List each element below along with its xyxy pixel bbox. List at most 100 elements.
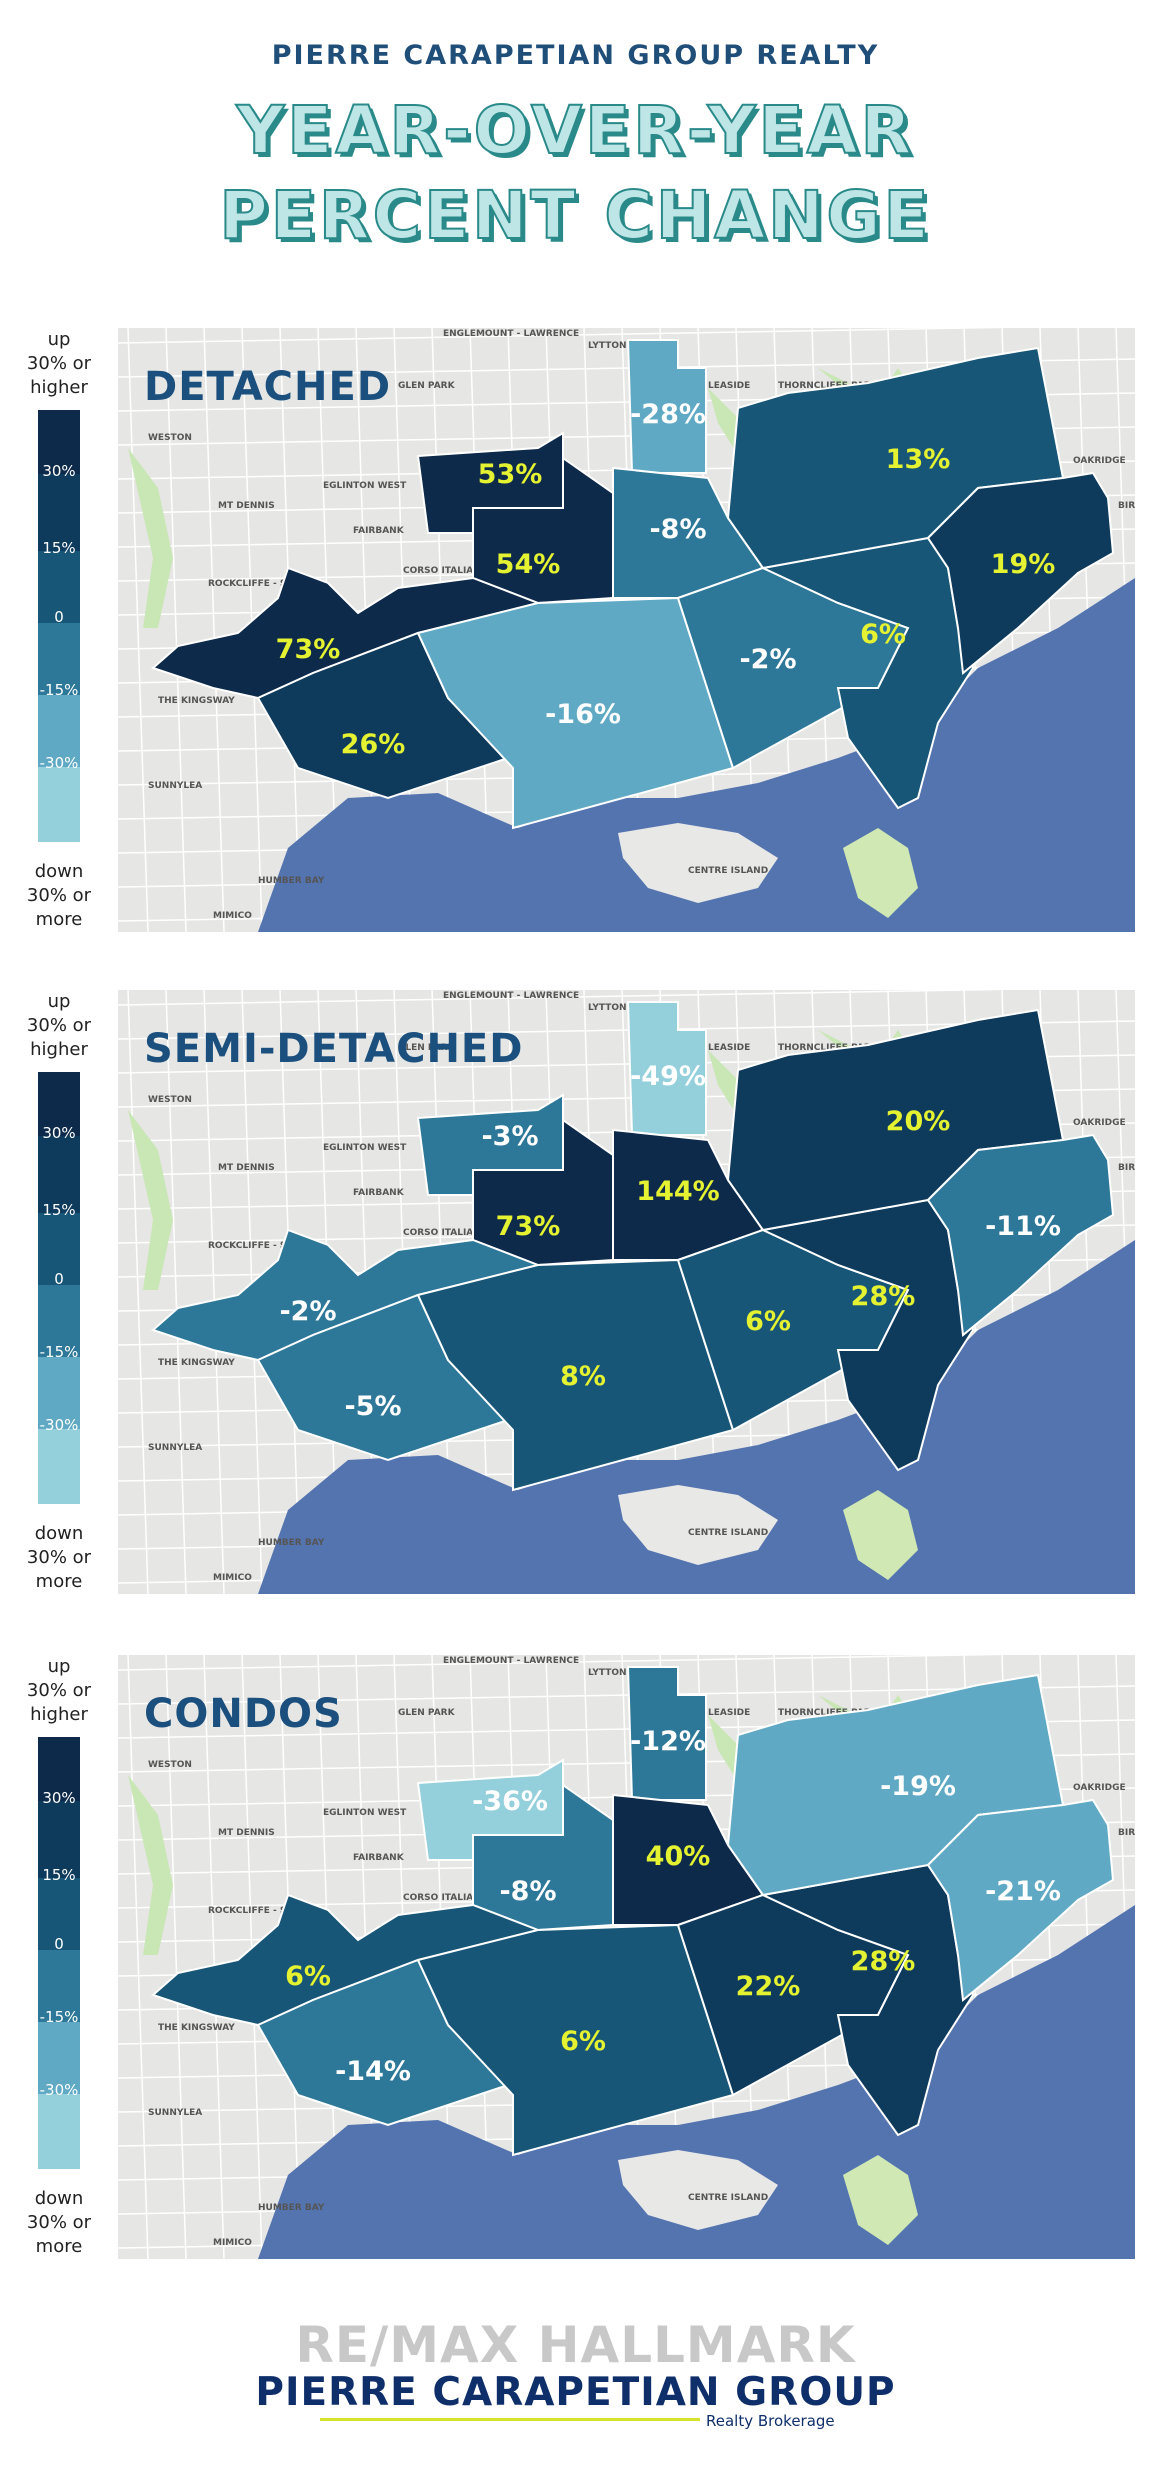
street-line [165, 1655, 187, 2259]
map-type-title: SEMI-DETACHED [144, 1026, 524, 1072]
place-label: BIRCH [1118, 501, 1135, 511]
place-label: CENTRE ISLAND [688, 866, 768, 876]
place-label: THORNCLIFFE PARK [778, 1708, 879, 1718]
place-label: MT DENNIS [218, 1828, 275, 1838]
lake-ontario [258, 1905, 1135, 2259]
region-value-label: -11% [985, 1211, 1061, 1242]
legend-condos: up 30% or higher 30% 15% 0 -15% -30% down 30% or m… [0, 1655, 118, 2265]
legend-down-line-2: 30% or [26, 1547, 92, 1568]
place-label: FAIRBANK [353, 1853, 405, 1863]
region-value-label: 6% [745, 1306, 791, 1337]
region-far [926, 471, 1115, 675]
place-label: OAKRIDGE [1073, 1118, 1126, 1128]
neighbourhood-map-svg: ENGLEMOUNT - LAWRENCE LYTTON PARK GLEN PAR… [118, 328, 1135, 932]
region-value-label: -5% [344, 1391, 401, 1422]
region-s [416, 1923, 735, 2157]
legend-color-step [38, 767, 80, 842]
legend-tick: 30% [42, 462, 76, 480]
legend-down-line-2: 30% or [26, 2212, 92, 2233]
map-semi-detached: ENGLEMOUNT - LAWRENCE LYTTON PARK GLEN PAR… [118, 990, 1135, 1594]
logo-underline [320, 2418, 700, 2421]
toronto-islands [618, 1485, 778, 1565]
place-label: ENGLEMOUNT - LAWRENCE [443, 329, 579, 339]
street-line [165, 990, 187, 1594]
place-label: LEASIDE [708, 1708, 750, 1718]
legend-color-step [38, 623, 80, 695]
place-label: OAKRIDGE [1073, 1783, 1126, 1793]
region-value-label: -36% [472, 1786, 548, 1817]
legend-color-step [38, 1357, 80, 1429]
legend-up-line-1: up [47, 991, 71, 1012]
legend-up-line-2: 30% or [26, 353, 92, 374]
legend-down-line-2: 30% or [26, 885, 92, 906]
lake-ontario [258, 1240, 1135, 1594]
place-label: EGLINTON WEST [323, 481, 407, 491]
legend-color-step [38, 1737, 80, 1801]
region-far [926, 1133, 1115, 1337]
region-value-label: -19% [880, 1771, 956, 1802]
place-label: MIMICO [213, 2238, 252, 2248]
place-label: FAIRBANK [353, 1188, 405, 1198]
region-value-label: 8% [560, 1361, 606, 1392]
region-value-label: 28% [851, 1946, 916, 1977]
place-label: SUNNYLEA [148, 2108, 202, 2118]
legend-up-line-2: 30% or [26, 1680, 92, 1701]
legend-tick: -15% [39, 1343, 79, 1361]
place-label: LYTTON PARK [588, 341, 657, 351]
street-line [118, 328, 1008, 344]
region-value-label: -8% [649, 514, 706, 545]
place-label: FAIRBANK [353, 526, 405, 536]
legend-tick: 0 [54, 1270, 64, 1288]
region-value-label: -49% [630, 1061, 706, 1092]
place-label: ENGLEMOUNT - LAWRENCE [443, 991, 579, 1001]
legend-up-line-3: higher [30, 1039, 88, 1060]
legend-tick: -15% [39, 681, 79, 699]
legend-tick: 15% [42, 1201, 76, 1219]
place-label: HUMBER BAY [258, 1538, 325, 1548]
toronto-islands [618, 2150, 778, 2230]
brokerage-text: Realty Brokerage [706, 2412, 835, 2430]
place-label: THORNCLIFFE PARK [778, 381, 879, 391]
park-area [128, 448, 173, 628]
place-label: THE KINGSWAY [158, 696, 235, 706]
legend-down-line-1: down [34, 1523, 84, 1544]
place-label: ROCKCLIFFE - SMYTHE [208, 579, 322, 589]
region-value-label: -2% [739, 644, 796, 675]
region-value-label: -12% [630, 1726, 706, 1757]
legend-up-line-1: up [47, 1656, 71, 1677]
park-area [128, 1110, 173, 1290]
legend-up-line-1: up [47, 329, 71, 350]
place-label: BIRCH [1118, 1828, 1135, 1838]
park-area [128, 1775, 173, 1955]
legend-tick: -30% [39, 754, 79, 772]
legend-down-line-1: down [34, 2188, 84, 2209]
legend-color-bar [38, 410, 80, 842]
toronto-islands [618, 823, 778, 903]
street-line [203, 1655, 225, 2259]
place-label: CORSO ITALIA [403, 566, 473, 576]
place-label: WESTON [148, 433, 192, 443]
legend-color-bar [38, 1737, 80, 2169]
place-label: ROCKCLIFFE - SMYTHE [208, 1241, 322, 1251]
region-value-label: 6% [860, 619, 906, 650]
place-label: LYTTON PARK [588, 1668, 657, 1678]
map-type-title: CONDOS [144, 1691, 343, 1737]
region-value-label: 22% [736, 1971, 801, 2002]
group-logo-text: PIERRE CARAPETIAN GROUP [255, 2370, 896, 2415]
legend-color-step [38, 1285, 80, 1357]
place-label: LEASIDE [708, 1043, 750, 1053]
region-value-label: 19% [991, 549, 1056, 580]
region-value-label: 6% [560, 2026, 606, 2057]
neighbourhood-map-svg: ENGLEMOUNT - LAWRENCE LYTTON PARK GLEN PAR… [118, 1655, 1135, 2259]
street-line [165, 328, 187, 932]
legend-tick: 0 [54, 1935, 64, 1953]
legend-color-step [38, 410, 80, 474]
neighbourhood-map-svg: ENGLEMOUNT - LAWRENCE LYTTON PARK GLEN PAR… [118, 990, 1135, 1594]
lake-ontario [258, 578, 1135, 932]
legend-color-step [38, 1213, 80, 1285]
region-s [416, 1258, 735, 1492]
street-line [127, 990, 149, 1594]
place-label: ENGLEMOUNT - LAWRENCE [443, 1656, 579, 1666]
place-label: MT DENNIS [218, 1163, 275, 1173]
place-label: ROCKCLIFFE - SMYTHE [208, 1906, 322, 1916]
